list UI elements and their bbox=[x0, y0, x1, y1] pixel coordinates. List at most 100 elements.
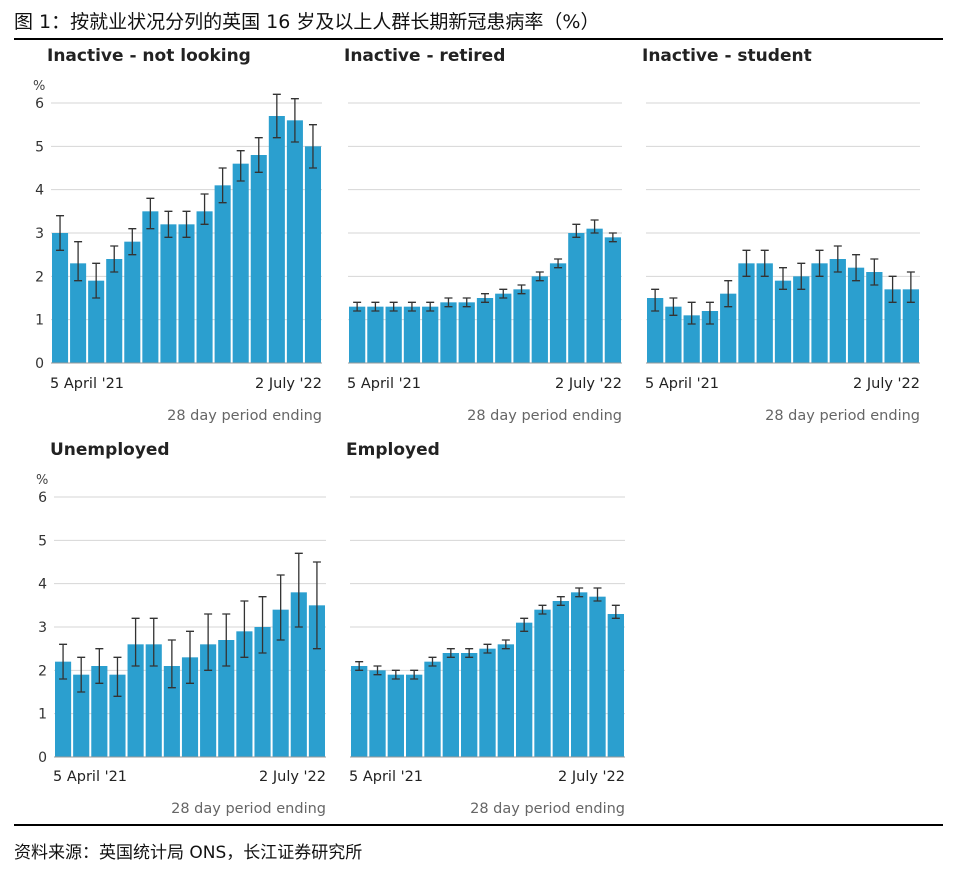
bar bbox=[387, 674, 404, 757]
bar bbox=[290, 592, 307, 757]
y-unit-label: % bbox=[33, 79, 45, 94]
bar bbox=[513, 289, 530, 363]
bar bbox=[461, 653, 478, 757]
y-tick-label: 5 bbox=[38, 533, 47, 549]
bar bbox=[232, 163, 249, 363]
figure-title: 图 1：按就业状况分列的英国 16 岁及以上人群长期新冠患病率（%） bbox=[14, 11, 600, 33]
bar bbox=[884, 289, 901, 363]
bar bbox=[647, 298, 664, 363]
bar bbox=[109, 674, 126, 757]
error-bar bbox=[110, 245, 119, 273]
bar bbox=[88, 280, 105, 363]
error-bar bbox=[501, 639, 510, 650]
error-bar bbox=[218, 167, 227, 204]
y-tick-label: 4 bbox=[38, 577, 47, 593]
error-bar bbox=[312, 561, 321, 650]
bar bbox=[495, 293, 512, 363]
bar bbox=[589, 596, 606, 757]
bar bbox=[272, 609, 289, 757]
y-tick-label: 3 bbox=[35, 226, 44, 242]
y-tick-label: 2 bbox=[35, 269, 44, 285]
error-bar bbox=[608, 232, 617, 243]
error-bar bbox=[611, 604, 620, 619]
bar bbox=[73, 674, 90, 757]
error-bar bbox=[164, 210, 173, 238]
error-bar bbox=[113, 656, 122, 697]
x-start-label: 5 April '21 bbox=[347, 376, 421, 392]
bar bbox=[902, 289, 919, 363]
bar bbox=[534, 609, 551, 757]
error-bar bbox=[74, 241, 83, 282]
x-axis-title: 28 day period ending bbox=[765, 408, 920, 424]
error-bar bbox=[308, 124, 317, 169]
x-end-label: 2 July '22 bbox=[853, 376, 920, 392]
bar bbox=[571, 592, 588, 757]
error-bar bbox=[815, 249, 824, 277]
bar bbox=[738, 263, 755, 363]
bar bbox=[479, 648, 496, 757]
bar bbox=[70, 263, 87, 363]
bar bbox=[756, 263, 773, 363]
bar bbox=[304, 146, 321, 363]
error-bar bbox=[724, 280, 733, 308]
x-axis-title: 28 day period ending bbox=[470, 801, 625, 817]
error-bar bbox=[462, 297, 471, 308]
bar bbox=[218, 640, 235, 757]
error-bar bbox=[276, 574, 285, 641]
panel-1: Inactive - retired 5 April '21 2 July '22 2… bbox=[344, 46, 622, 424]
error-bar bbox=[146, 197, 155, 230]
error-bar bbox=[95, 648, 104, 684]
y-tick-label: 6 bbox=[38, 490, 47, 506]
bar bbox=[586, 228, 603, 363]
bar bbox=[52, 233, 69, 363]
error-bar bbox=[483, 643, 492, 654]
bar bbox=[214, 185, 231, 363]
error-bar bbox=[410, 669, 419, 680]
y-tick-label: 4 bbox=[35, 183, 44, 199]
error-bar bbox=[272, 93, 281, 139]
error-bar bbox=[870, 258, 879, 286]
bar bbox=[442, 653, 459, 757]
error-bar bbox=[760, 249, 769, 277]
bar bbox=[683, 315, 700, 363]
error-bar bbox=[426, 301, 435, 312]
bar bbox=[196, 211, 213, 363]
bar bbox=[531, 276, 548, 363]
error-bar bbox=[236, 150, 245, 182]
error-bar bbox=[906, 271, 915, 303]
bar bbox=[250, 155, 267, 363]
error-bar bbox=[355, 661, 364, 671]
error-bar bbox=[742, 249, 751, 277]
y-tick-label: 6 bbox=[35, 96, 44, 112]
panel-2: Inactive - student 5 April '21 2 July '22 2… bbox=[642, 46, 920, 424]
y-tick-label: 0 bbox=[38, 750, 47, 766]
x-end-label: 2 July '22 bbox=[255, 376, 322, 392]
error-bar bbox=[428, 656, 437, 667]
error-bar bbox=[852, 254, 861, 282]
error-bar bbox=[258, 596, 267, 654]
error-bar bbox=[294, 552, 303, 628]
bar bbox=[720, 293, 737, 363]
x-end-label: 2 July '22 bbox=[259, 769, 326, 785]
error-bar bbox=[590, 219, 599, 234]
bar bbox=[142, 211, 159, 363]
x-start-label: 5 April '21 bbox=[53, 769, 127, 785]
error-bar bbox=[240, 600, 249, 658]
error-bar bbox=[353, 301, 362, 312]
error-bar bbox=[572, 223, 581, 238]
error-bar bbox=[389, 301, 398, 312]
bar bbox=[701, 311, 719, 363]
bar bbox=[160, 224, 177, 363]
error-bar bbox=[77, 656, 86, 693]
y-tick-label: 3 bbox=[38, 620, 47, 636]
error-bar bbox=[517, 284, 526, 295]
bar bbox=[440, 302, 457, 363]
bar bbox=[847, 267, 865, 363]
bar bbox=[458, 302, 475, 363]
bar bbox=[367, 306, 384, 363]
error-bar bbox=[56, 215, 65, 251]
error-bar bbox=[444, 297, 453, 308]
bar bbox=[665, 306, 682, 363]
error-bar bbox=[481, 293, 489, 303]
